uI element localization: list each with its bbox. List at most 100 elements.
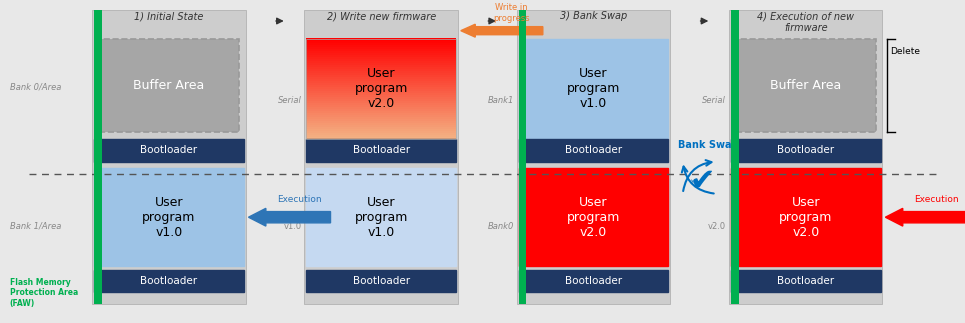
- Bar: [306, 80, 455, 83]
- Bar: [306, 47, 455, 49]
- Bar: [306, 90, 455, 93]
- Bar: [731, 10, 739, 304]
- Bar: [519, 39, 668, 139]
- Bar: [306, 62, 455, 65]
- Bar: [306, 72, 455, 75]
- Text: Execution: Execution: [277, 195, 321, 204]
- Bar: [306, 60, 455, 63]
- Bar: [94, 168, 243, 266]
- Bar: [306, 132, 455, 135]
- Bar: [306, 38, 455, 41]
- Text: Bank1: Bank1: [487, 96, 513, 105]
- Text: User
program
v2.0: User program v2.0: [566, 196, 620, 239]
- Bar: [306, 129, 455, 131]
- Bar: [306, 82, 455, 85]
- Bar: [306, 125, 455, 127]
- Bar: [306, 57, 455, 59]
- Text: Bank 1/Area: Bank 1/Area: [10, 222, 61, 231]
- Text: 4) Execution of new
firmware: 4) Execution of new firmware: [758, 11, 854, 33]
- Text: User
program
v2.0: User program v2.0: [354, 67, 408, 110]
- Bar: [306, 102, 455, 105]
- Bar: [519, 270, 668, 292]
- Bar: [306, 65, 455, 67]
- Text: User
program
v2.0: User program v2.0: [779, 196, 833, 239]
- Bar: [94, 139, 243, 162]
- Text: 3) Bank Swap: 3) Bank Swap: [560, 11, 627, 21]
- Text: Bootloader: Bootloader: [777, 145, 835, 155]
- Bar: [306, 89, 455, 91]
- Text: 1) Initial State: 1) Initial State: [134, 11, 204, 21]
- Bar: [306, 45, 455, 47]
- Bar: [306, 139, 455, 162]
- Text: Bootloader: Bootloader: [565, 145, 622, 155]
- Text: Bank0: Bank0: [487, 222, 513, 231]
- Bar: [306, 48, 455, 51]
- Bar: [306, 137, 455, 139]
- Bar: [731, 270, 880, 292]
- Bar: [306, 97, 455, 99]
- Bar: [306, 55, 455, 57]
- FancyArrow shape: [885, 208, 965, 226]
- FancyArrow shape: [461, 24, 542, 37]
- Bar: [306, 92, 455, 95]
- Bar: [516, 10, 670, 304]
- Bar: [306, 40, 455, 43]
- Bar: [306, 270, 455, 292]
- Bar: [519, 168, 668, 266]
- Bar: [306, 50, 455, 53]
- Text: v1.0: v1.0: [284, 222, 301, 231]
- Bar: [306, 168, 455, 266]
- Bar: [306, 122, 455, 125]
- Bar: [306, 119, 455, 121]
- Text: 2) Write new firmware: 2) Write new firmware: [326, 11, 436, 21]
- Bar: [306, 115, 455, 117]
- Bar: [94, 10, 101, 304]
- Bar: [306, 130, 455, 133]
- Bar: [306, 105, 455, 107]
- Bar: [306, 39, 455, 139]
- Bar: [306, 107, 455, 109]
- Text: Bootloader: Bootloader: [352, 276, 410, 286]
- Bar: [306, 52, 455, 55]
- Bar: [92, 10, 245, 304]
- Bar: [306, 95, 455, 97]
- Text: v2.0: v2.0: [708, 222, 726, 231]
- Bar: [94, 270, 243, 292]
- Text: Bank 0/Area: Bank 0/Area: [10, 83, 61, 92]
- Text: Execution: Execution: [914, 195, 958, 204]
- Text: Bank Swap: Bank Swap: [677, 141, 738, 150]
- Text: Bootloader: Bootloader: [777, 276, 835, 286]
- FancyArrow shape: [249, 208, 330, 226]
- Text: Write in
progress: Write in progress: [493, 3, 530, 23]
- Text: User
program
v1.0: User program v1.0: [142, 196, 196, 239]
- Bar: [731, 139, 880, 162]
- Bar: [306, 87, 455, 89]
- Text: User
program
v1.0: User program v1.0: [354, 196, 408, 239]
- Bar: [306, 42, 455, 45]
- Bar: [306, 77, 455, 79]
- Bar: [306, 110, 455, 113]
- Bar: [306, 120, 455, 123]
- Text: Bootloader: Bootloader: [140, 276, 198, 286]
- Text: User
program
v1.0: User program v1.0: [566, 67, 620, 110]
- Bar: [735, 39, 875, 132]
- Bar: [98, 39, 239, 132]
- Bar: [306, 127, 455, 129]
- Text: Bootloader: Bootloader: [565, 276, 622, 286]
- Bar: [519, 139, 668, 162]
- Text: Buffer Area: Buffer Area: [770, 79, 841, 92]
- Text: Buffer Area: Buffer Area: [133, 79, 205, 92]
- Bar: [730, 10, 882, 304]
- Text: Bootloader: Bootloader: [352, 145, 410, 155]
- Text: Serial: Serial: [278, 96, 301, 105]
- Text: Flash Memory
Protection Area
(FAW): Flash Memory Protection Area (FAW): [10, 278, 78, 307]
- Bar: [306, 99, 455, 101]
- Bar: [731, 168, 880, 266]
- Bar: [306, 135, 455, 137]
- Text: Bootloader: Bootloader: [140, 145, 198, 155]
- Text: ✔: ✔: [689, 166, 715, 195]
- Bar: [306, 100, 455, 103]
- Text: ✕: ✕: [689, 180, 696, 185]
- Bar: [306, 75, 455, 77]
- Bar: [306, 109, 455, 111]
